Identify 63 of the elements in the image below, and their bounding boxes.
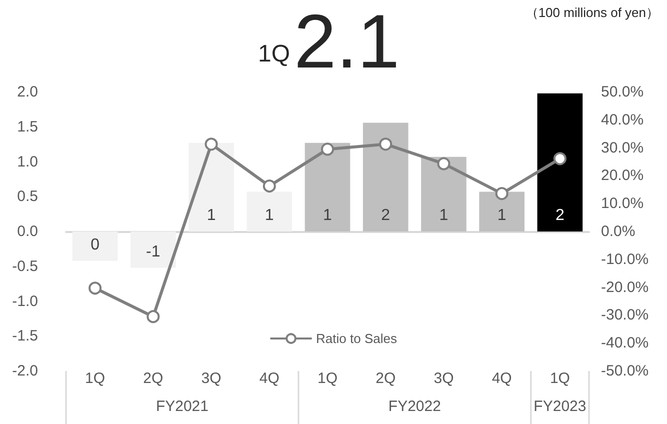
point (204, 138, 218, 151)
y-tick-label: -1.0 (12, 292, 38, 310)
x-tick-label: 4Q (492, 370, 512, 387)
y-tick-label: -1.5 (12, 328, 38, 345)
x-tick-label: 3Q (434, 370, 454, 387)
bar (479, 192, 524, 232)
data-label: -1 (146, 243, 160, 260)
chart-title: 1Q (258, 40, 290, 68)
bar (72, 232, 118, 261)
data-label: 2 (555, 207, 564, 224)
x-tick-label: 1Q (317, 370, 338, 387)
y-tick-label: -2.0 (12, 362, 38, 380)
bar (362, 122, 408, 232)
y-tick-label: -0.5 (12, 258, 38, 275)
text: FY2023 (534, 398, 586, 415)
x-tick-label: 1Q (550, 370, 570, 387)
data-label: 0 (90, 236, 100, 254)
text: FY2022 (388, 398, 441, 415)
bar (304, 142, 350, 232)
y2-tick-label: 20.0% (601, 167, 644, 184)
point (495, 187, 508, 200)
data-label: 1 (206, 207, 216, 224)
y2-tick-label: 0.0% (601, 223, 636, 240)
data-label: 1 (323, 207, 332, 224)
point (146, 310, 160, 324)
y2-tick-label: 50.0% (601, 84, 644, 100)
x-tick-label: 2Q (143, 370, 164, 387)
point (321, 142, 334, 156)
y-tick-label: 0.0 (17, 223, 38, 240)
chart-subtitle: 2.1 (294, 0, 400, 84)
data-label: 1 (497, 207, 506, 224)
text: （100 millions of yen） (525, 5, 660, 20)
y2-tick-label: -20.0% (601, 278, 649, 296)
y-tick-label: 1.0 (17, 153, 38, 170)
x-tick-label: 1Q (85, 370, 106, 387)
y2-tick-label: 30.0% (601, 139, 644, 156)
y-tick-label: 1.5 (17, 118, 38, 136)
y2-tick-label: -10.0% (601, 250, 649, 268)
y2-tick-label: -40.0% (601, 334, 649, 352)
point (437, 157, 450, 170)
bar (421, 156, 466, 232)
bar (130, 232, 176, 268)
bar (246, 192, 292, 232)
data-label: 2 (381, 207, 390, 224)
y2-tick-label: 40.0% (601, 111, 644, 128)
y2-tick-label: -30.0% (601, 306, 649, 324)
point (262, 180, 276, 193)
data-label: 1 (439, 207, 448, 224)
x-tick-label: 3Q (201, 370, 222, 387)
y-tick-label: 2.0 (17, 84, 38, 100)
text: FY2021 (156, 398, 208, 415)
y2-tick-label: 10.0% (601, 195, 644, 212)
point (379, 138, 392, 151)
legend-label: Ratio to Sales (316, 331, 398, 346)
point (88, 282, 102, 295)
bar (188, 142, 234, 232)
x-tick-label: 2Q (376, 370, 396, 387)
data-label: 1 (264, 207, 274, 224)
y2-tick-label: -50.0% (601, 362, 649, 380)
x-tick-label: 4Q (259, 370, 280, 387)
y-tick-label: 0.5 (17, 188, 38, 206)
bar (537, 93, 583, 232)
point (553, 152, 566, 166)
